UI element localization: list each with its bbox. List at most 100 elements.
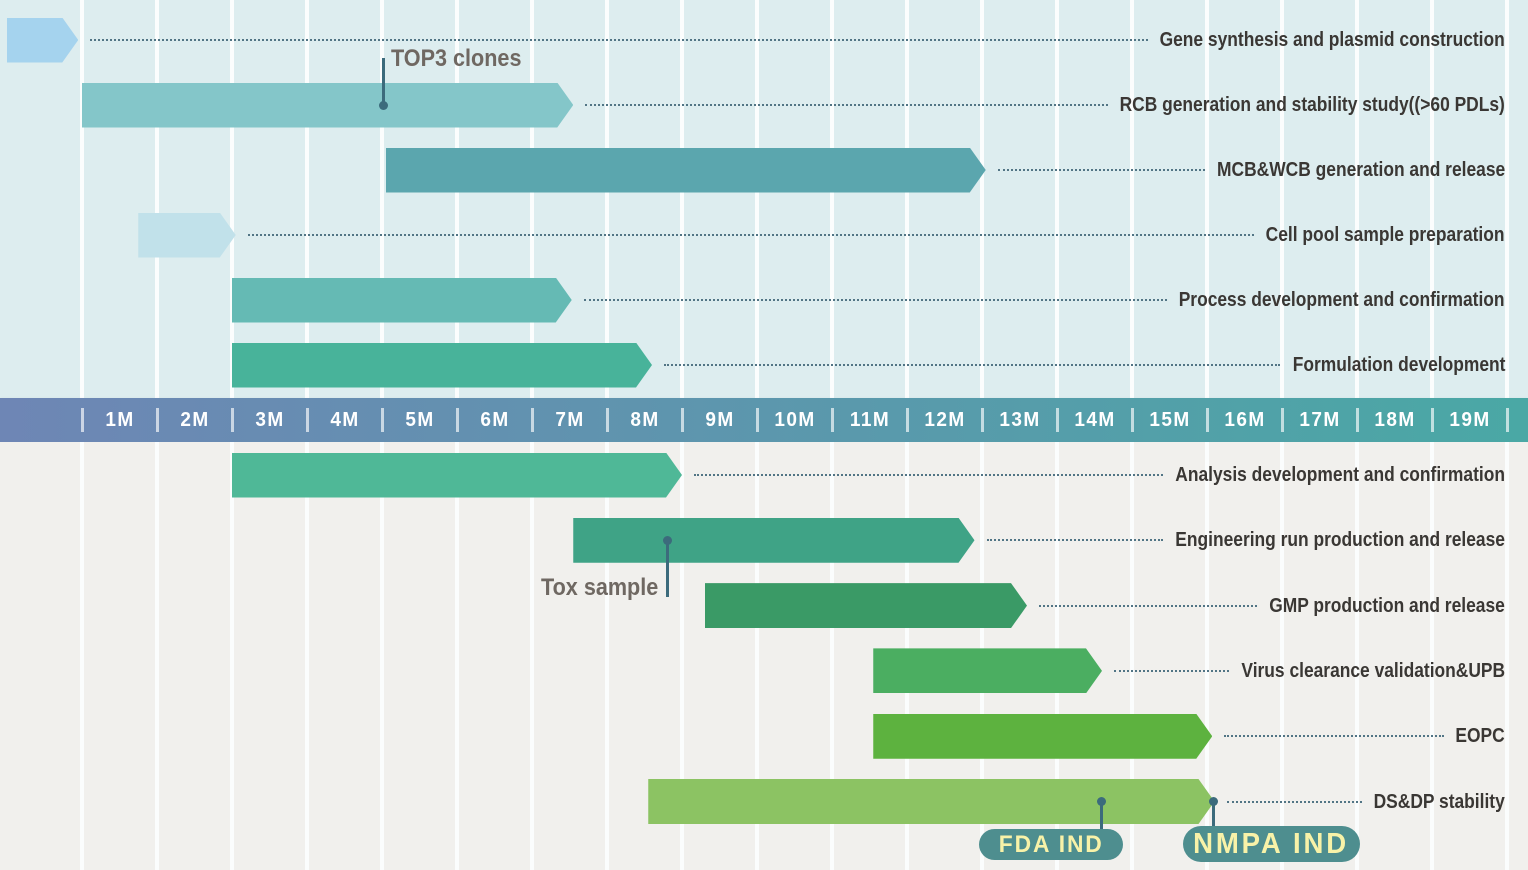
axis-tick-3	[230, 408, 234, 432]
leader-line-formulation-dev	[664, 364, 1281, 366]
axis-month-label-7m: 7M	[554, 409, 585, 431]
axis-month-label-6m: 6M	[479, 409, 510, 431]
grid-line-month-17	[1280, 442, 1284, 870]
grid-line-month-15	[1130, 442, 1134, 870]
axis-tick-5	[380, 408, 384, 432]
task-bar-formulation-dev	[232, 343, 652, 388]
task-label-engineering-run: Engineering run production and release	[1175, 529, 1505, 552]
grid-line-month-3	[230, 442, 234, 870]
task-bar-mcb-wcb	[386, 148, 986, 193]
grid-line-month-4	[305, 0, 309, 398]
grid-line-month-10	[755, 0, 759, 398]
axis-tick-2	[155, 408, 159, 432]
task-label-rcb-generation: RCB generation and stability study((>60 …	[1119, 94, 1505, 116]
axis-month-label-15m: 15M	[1148, 409, 1191, 431]
annotation-stem-top3-clones	[382, 58, 385, 105]
grid-line-month-7	[530, 442, 534, 870]
axis-tick-16	[1205, 408, 1209, 432]
grid-line-month-6	[455, 442, 459, 870]
axis-month-label-19m: 19M	[1448, 409, 1491, 431]
grid-line-month-10	[755, 442, 759, 870]
task-label-cell-pool: Cell pool sample preparation	[1266, 224, 1505, 246]
leader-line-mcb-wcb	[997, 169, 1205, 171]
grid-line-month-5	[380, 0, 384, 398]
grid-line-month-9	[680, 0, 684, 398]
grid-line-month-17	[1280, 0, 1284, 398]
grid-line-month-13	[980, 0, 984, 398]
grid-line-month-11	[830, 442, 834, 870]
axis-month-label-8m: 8M	[629, 409, 660, 431]
axis-tick-19	[1430, 408, 1434, 432]
grid-line-month-4	[305, 442, 309, 870]
grid-line-month-2	[155, 442, 159, 870]
grid-line-month-5	[380, 442, 384, 870]
annotation-stem-tox-sample	[665, 540, 669, 598]
task-bar-ds-dp-stability	[648, 779, 1214, 824]
annotation-dot-tox-sample	[662, 535, 672, 545]
axis-tick-12	[905, 408, 909, 432]
task-label-virus-clearance: Virus clearance validation&UPB	[1241, 659, 1505, 682]
badge-label-fda-ind: FDA IND	[998, 830, 1104, 858]
grid-line-month-7	[530, 0, 534, 398]
axis-tick-9	[680, 408, 684, 432]
badge-fda-ind: FDA IND	[979, 829, 1124, 860]
leader-line-eopc	[1224, 735, 1444, 738]
axis-tick-17	[1280, 408, 1284, 432]
axis-tick-20	[1505, 408, 1509, 432]
grid-line-month-2	[155, 0, 159, 398]
grid-line-month-1	[80, 0, 84, 398]
task-label-analysis-dev: Analysis development and confirmation	[1175, 464, 1505, 486]
timeline-axis: 1M 2M 3M 4M 5M 6M 7M 8M 9M 10M 11M 12M 13M 14M 15M 16M 1…	[0, 398, 1528, 442]
axis-month-label-11m: 11M	[849, 409, 890, 431]
grid-line-month-8	[605, 442, 609, 870]
axis-month-label-9m: 9M	[704, 409, 735, 431]
leader-line-rcb-generation	[585, 104, 1108, 106]
axis-tick-18	[1355, 408, 1359, 432]
task-label-ds-dp-stability: DS&DP stability	[1373, 790, 1505, 813]
axis-tick-15	[1130, 408, 1134, 432]
axis-tick-1	[80, 408, 84, 432]
axis-month-label-14m: 14M	[1073, 409, 1116, 431]
axis-month-label-18m: 18M	[1373, 409, 1416, 431]
grid-line-month-19	[1430, 0, 1434, 398]
grid-line-month-11	[830, 0, 834, 398]
task-bar-engineering-run	[573, 518, 974, 563]
task-bar-process-dev	[232, 278, 572, 323]
axis-month-label-17m: 17M	[1298, 409, 1341, 431]
annotation-stem-fda-ind	[1099, 801, 1103, 829]
annotation-dot-nmpa-ind	[1208, 797, 1218, 806]
axis-month-label-1m: 1M	[104, 409, 135, 431]
grid-line-month-9	[680, 442, 684, 870]
annotation-dot-fda-ind	[1096, 797, 1106, 806]
axis-month-label-13m: 13M	[998, 409, 1041, 431]
grid-line-month-20	[1505, 442, 1509, 870]
task-label-gene-synthesis: Gene synthesis and plasmid construction	[1159, 29, 1505, 51]
grid-line-month-6	[455, 0, 459, 398]
leader-line-analysis-dev	[694, 474, 1164, 476]
task-label-gmp-production: GMP production and release	[1269, 594, 1505, 617]
task-label-eopc: EOPC	[1455, 725, 1505, 748]
task-bar-cell-pool	[138, 213, 236, 258]
task-bar-rcb-generation	[82, 83, 573, 128]
leader-line-process-dev	[583, 299, 1168, 301]
leader-line-engineering-run	[986, 539, 1164, 542]
axis-tick-8	[605, 408, 609, 432]
annotation-label-tox-sample: Tox sample	[540, 574, 658, 602]
badge-nmpa-ind: NMPA IND	[1183, 826, 1360, 862]
task-label-process-dev: Process development and confirmation	[1179, 289, 1505, 311]
grid-line-month-1	[80, 442, 84, 870]
grid-line-month-8	[605, 0, 609, 398]
task-bar-gene-synthesis	[7, 18, 78, 63]
axis-tick-11	[830, 408, 834, 432]
grid-line-month-20	[1505, 0, 1509, 398]
grid-line-month-14	[1055, 0, 1059, 398]
axis-tick-14	[1055, 408, 1059, 432]
task-label-formulation-dev: Formulation development	[1292, 354, 1505, 376]
axis-month-label-10m: 10M	[773, 409, 816, 431]
axis-tick-10	[755, 408, 759, 432]
grid-line-month-16	[1205, 442, 1209, 870]
leader-line-cell-pool	[247, 234, 1255, 236]
axis-tick-6	[455, 408, 459, 432]
axis-tick-13	[980, 408, 984, 432]
